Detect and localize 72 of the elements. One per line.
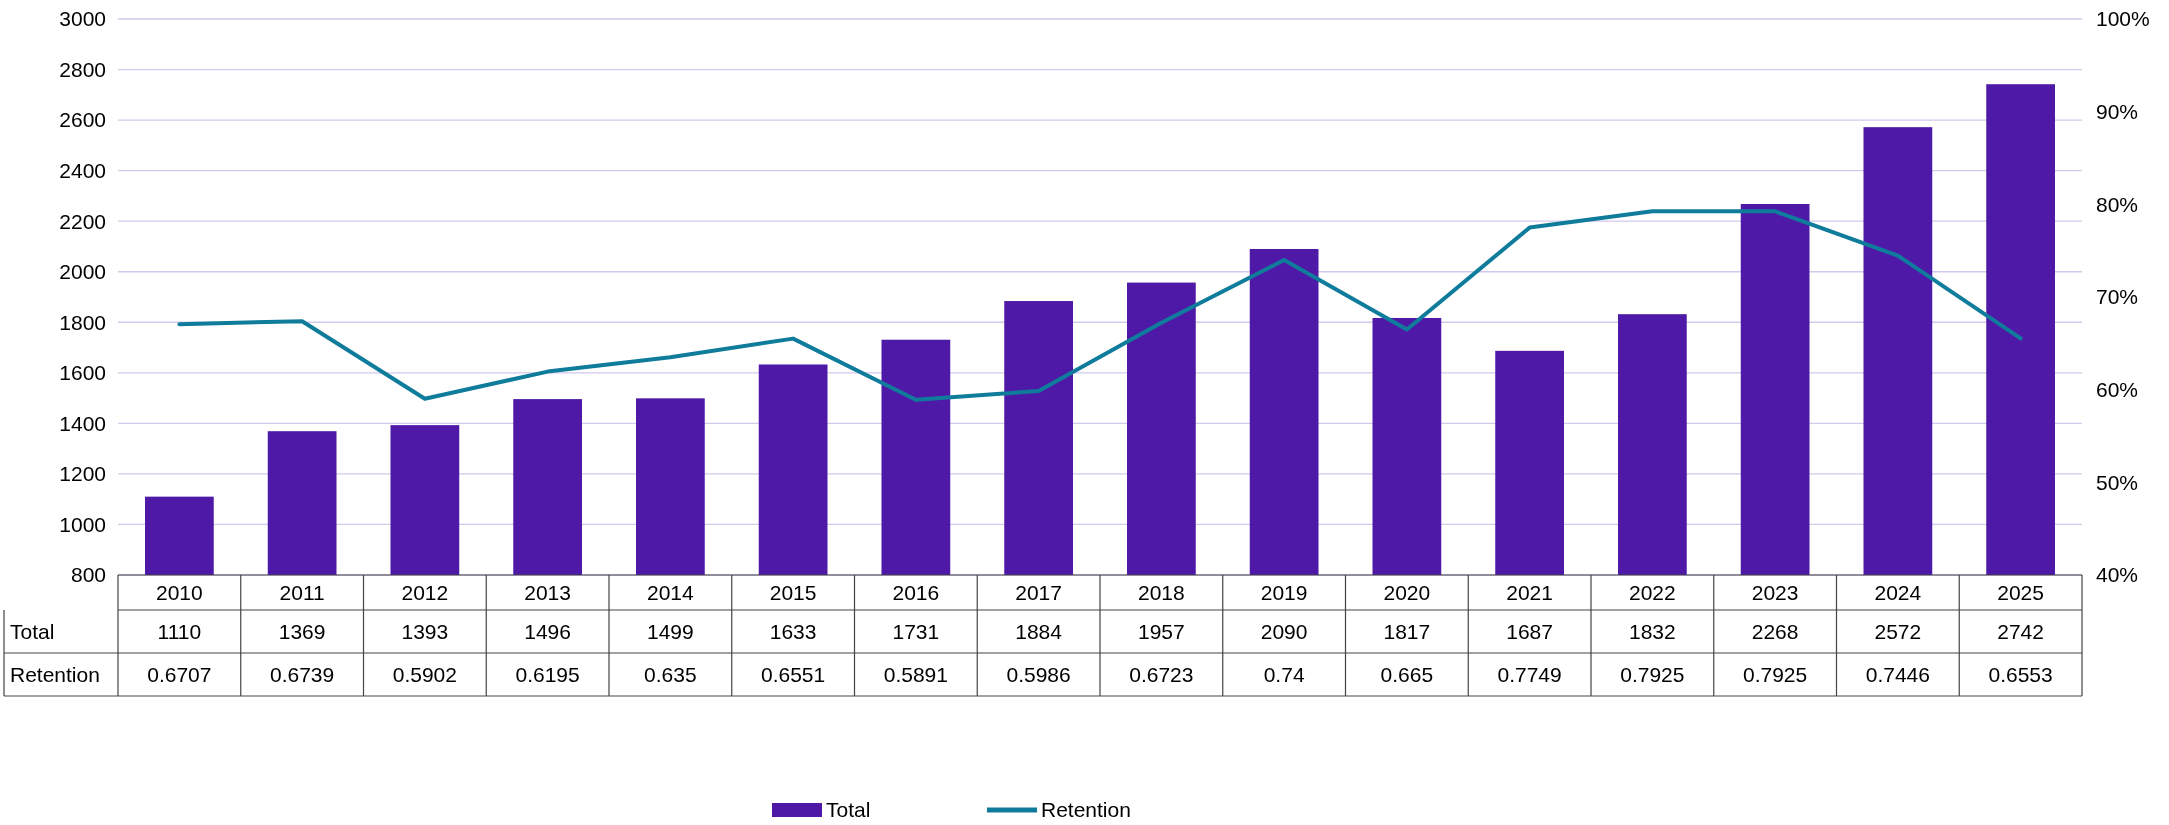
data-label: 0.5986 [1006, 662, 1071, 686]
y2-tick-label: 80% [2096, 192, 2139, 216]
line-series [177, 209, 2023, 402]
data-label: 0.6739 [270, 662, 335, 686]
x-tick-label: 2023 [1751, 580, 1799, 604]
data-label: 0.6195 [515, 662, 580, 686]
data-label: 0.5891 [883, 662, 948, 686]
y-tick-label: 1000 [59, 512, 106, 536]
legend-label: Retention [1041, 798, 1131, 822]
data-label: 2742 [1997, 619, 2044, 643]
x-tick-label: 2020 [1383, 580, 1431, 604]
x-tick-label: 2022 [1629, 580, 1676, 604]
x-tick-label: 2019 [1260, 580, 1308, 604]
y2-tick-label: 50% [2096, 470, 2139, 494]
data-label: 1369 [278, 619, 326, 643]
x-tick-label: 2015 [769, 580, 817, 604]
data-label: 1884 [1015, 619, 1063, 643]
data-label: 2090 [1260, 619, 1308, 643]
y2-tick-label: 70% [2096, 285, 2139, 309]
x-tick-label: 2014 [647, 580, 695, 604]
data-label: 1110 [157, 619, 202, 643]
x-tick-label: 2018 [1138, 580, 1185, 604]
data-label: 0.5902 [392, 662, 457, 686]
x-tick-label: 2013 [524, 580, 571, 604]
y-tick-label: 2400 [59, 158, 106, 182]
x-tick-label: 2011 [279, 580, 325, 604]
data-label: 1499 [647, 619, 694, 643]
text: Retention [10, 662, 100, 686]
data-label: 0.7925 [1743, 662, 1808, 686]
data-label: 1393 [401, 619, 449, 643]
x-tick-label: 2017 [1015, 580, 1062, 604]
data-label: 1687 [1506, 619, 1553, 643]
data-label: 1496 [524, 619, 571, 643]
data-label: 0.7446 [1865, 662, 1930, 686]
legend-label: Total [826, 798, 871, 822]
data-label: 1633 [769, 619, 817, 643]
x-tick-label: 2025 [1997, 580, 2044, 604]
data-label: 1817 [1383, 619, 1431, 643]
data-label: 1731 [892, 619, 940, 643]
data-label: 0.6551 [761, 662, 826, 686]
data-label: 0.6707 [147, 662, 212, 686]
y-tick-label: 800 [70, 563, 106, 587]
data-label: 0.7749 [1497, 662, 1562, 686]
x-tick-label: 2021 [1506, 580, 1553, 604]
text: Total [10, 619, 55, 643]
data-label: 0.6553 [1988, 662, 2053, 686]
y2-tick-label: 100% [2096, 7, 2150, 31]
data-label: 0.665 [1380, 662, 1434, 686]
x-tick-label: 2016 [892, 580, 940, 604]
data-label: 2572 [1874, 619, 1922, 643]
y-tick-label: 1800 [59, 310, 106, 334]
x-tick-label: 2012 [401, 580, 449, 604]
y2-tick-label: 60% [2096, 378, 2139, 402]
data-label: 2268 [1751, 619, 1799, 643]
y2-tick-label: 40% [2096, 563, 2139, 587]
y-tick-label: 1600 [59, 361, 106, 385]
y-tick-label: 2200 [59, 209, 106, 233]
y-tick-label: 1400 [59, 411, 106, 435]
y-tick-label: 3000 [59, 7, 106, 31]
y-tick-label: 2800 [59, 57, 106, 81]
y-tick-label: 2600 [59, 108, 106, 132]
x-tick-label: 2010 [156, 580, 203, 604]
data-label: 0.7925 [1620, 662, 1685, 686]
data-label: 0.6723 [1129, 662, 1194, 686]
data-label: 1832 [1629, 619, 1676, 643]
y-tick-label: 1200 [59, 462, 106, 486]
data-label: 0.74 [1263, 662, 1305, 686]
data-label: 0.635 [644, 662, 697, 686]
x-tick-label: 2024 [1874, 580, 1922, 604]
y-tick-label: 2000 [59, 260, 106, 284]
data-label: 1957 [1138, 619, 1185, 643]
y2-tick-label: 90% [2096, 100, 2139, 124]
